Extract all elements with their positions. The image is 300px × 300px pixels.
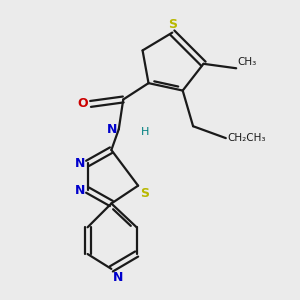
Text: N: N [75, 157, 85, 170]
Text: N: N [75, 184, 85, 196]
Text: CH₂CH₃: CH₂CH₃ [227, 133, 266, 143]
Text: O: O [78, 98, 88, 110]
Text: N: N [107, 123, 117, 136]
Text: S: S [140, 187, 149, 200]
Text: H: H [141, 127, 149, 136]
Text: CH₃: CH₃ [238, 57, 257, 67]
Text: S: S [168, 18, 177, 31]
Text: N: N [113, 271, 123, 284]
